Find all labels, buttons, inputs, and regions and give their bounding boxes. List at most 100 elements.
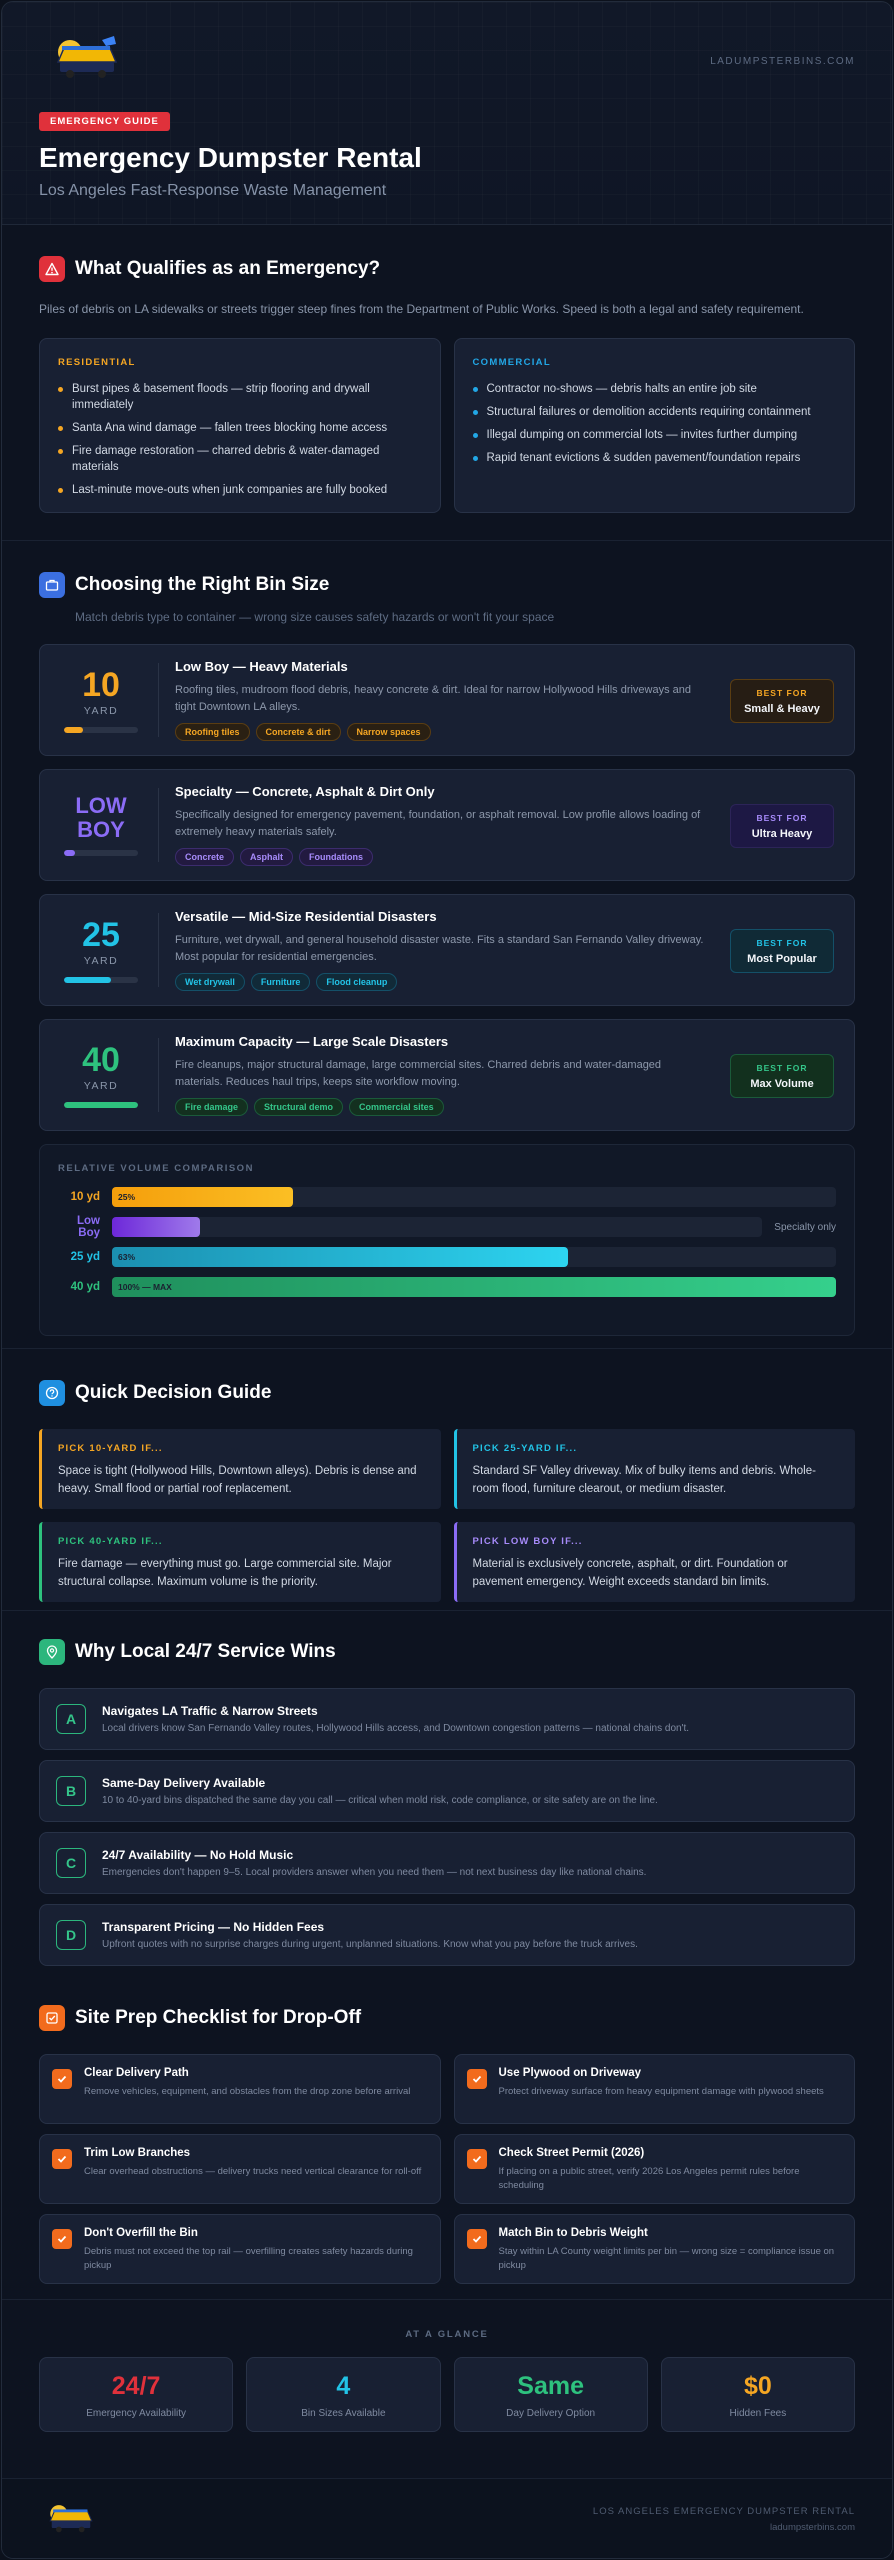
warning-icon [39,256,65,282]
stat-card: 24/7 Emergency Availability [39,2357,234,2432]
decision-label: PICK 25-YARD IF... [472,1443,578,1454]
checklist-item-description: Debris must not exceed the top rail — ov… [84,2246,413,2271]
bin-tag: Furniture [250,973,311,991]
reason-letter: C [56,1848,86,1878]
best-for-badge: BEST FOR Small & Heavy [730,679,834,723]
commercial-label: COMMERCIAL [472,357,551,368]
bin-card-10-yard: 10 YARD Low Boy — Heavy Materials Roofin… [39,644,855,756]
local-service-section: Why Local 24/7 Service Wins A Navigates … [2,1611,892,1982]
bin-tag: Wet drywall [175,973,245,991]
reason-description: Upfront quotes with no surprise charges … [102,1939,638,1950]
stat-label: Day Delivery Option [506,2408,596,2419]
stat-card: $0 Hidden Fees [660,2357,855,2432]
emergency-description: Piles of debris on LA sidewalks or stree… [39,302,804,316]
list-item: Fire damage restoration — charred debris… [58,443,422,475]
checklist-item-description: Clear overhead obstructions — delivery t… [84,2166,422,2177]
bin-size-line2: BOY [77,817,125,842]
decision-text: Space is tight (Hollywood Hills, Downtow… [58,1465,417,1495]
volume-bar-10-yard: 25% [112,1187,293,1207]
decision-card-40-yard: PICK 40-YARD IF... Fire damage — everyth… [39,1522,441,1602]
checkbox-checked-icon[interactable] [466,2069,487,2089]
bin-size-number: 40 [82,1041,120,1079]
bin-level-bar [64,1102,138,1108]
best-for-badge: BEST FOR Ultra Heavy [730,804,834,848]
footer-tagline: LOS ANGELES EMERGENCY DUMPSTER RENTAL [592,2506,855,2517]
reason-title: 24/7 Availability — No Hold Music [102,1848,294,1862]
bin-size-unit: YARD [83,1080,119,1092]
list-item: Burst pipes & basement floods — strip fl… [58,381,422,413]
bin-tag: Concrete & dirt [255,723,341,741]
bin-tag: Roofing tiles [175,723,250,741]
checklist-item-description: Protect driveway surface from heavy equi… [498,2086,824,2097]
stat-value: Same [517,2372,584,2400]
bin-title: Low Boy — Heavy Materials [175,659,348,674]
footer-url[interactable]: ladumpsterbins.com [769,2522,855,2533]
best-for-badge: BEST FOR Max Volume [730,1054,834,1098]
decision-label: PICK LOW BOY IF... [472,1536,583,1547]
bin-size-number: 25 [82,916,120,954]
bin-card-40-yard: 40 YARD Maximum Capacity — Large Scale D… [39,1019,855,1131]
volume-bar-40-yard: 100% — MAX [112,1277,836,1297]
decision-label: PICK 10-YARD IF... [58,1443,163,1454]
best-for-value: Most Popular [747,953,817,965]
reason-description: Local drivers know San Fernando Valley r… [102,1723,690,1734]
checkbox-checked-icon[interactable] [466,2149,487,2169]
stat-label: Hidden Fees [729,2408,787,2419]
decision-text: Material is exclusively concrete, asphal… [472,1558,788,1588]
emergency-guide-badge: EMERGENCY GUIDE [39,112,170,131]
checklist-item: Check Street Permit (2026) If placing on … [453,2134,855,2204]
best-for-value: Max Volume [750,1078,814,1090]
checklist-item-title: Use Plywood on Driveway [498,2067,642,2079]
footer: LOS ANGELES EMERGENCY DUMPSTER RENTAL la… [2,2478,892,2558]
bins-description: Match debris type to container — wrong s… [75,610,555,624]
question-icon [39,1380,65,1406]
stat-label: Bin Sizes Available [301,2408,386,2419]
checklist-item: Clear Delivery Path Remove vehicles, equi… [39,2054,441,2124]
reason-title: Navigates LA Traffic & Narrow Streets [102,1704,318,1718]
decision-text: Standard SF Valley driveway. Mix of bulk… [472,1465,816,1495]
residential-label: RESIDENTIAL [58,357,136,368]
checkbox-checked-icon[interactable] [466,2229,487,2249]
bin-tag: Commercial sites [349,1098,444,1116]
bin-title: Versatile — Mid-Size Residential Disaste… [175,909,437,924]
bin-tag: Foundations [299,848,374,866]
bin-title: Maximum Capacity — Large Scale Disasters [175,1034,449,1049]
decision-guide-section: Quick Decision Guide PICK 10-YARD IF... … [2,1349,892,1611]
bin-level-bar [64,727,138,733]
bin-tag: Narrow spaces [346,723,431,741]
reason-letter: D [56,1920,86,1950]
checklist-item: Use Plywood on Driveway Protect driveway … [453,2054,855,2124]
bin-description: Specifically designed for emergency pave… [175,809,701,838]
logo-image [56,36,118,78]
stat-label: Emergency Availability [86,2408,187,2419]
checklist-item: Don't Overfill the Bin Debris must not ex… [39,2214,441,2284]
checklist-item-title: Trim Low Branches [84,2147,191,2159]
checklist-item-title: Match Bin to Debris Weight [498,2227,648,2239]
checkbox-checked-icon[interactable] [52,2069,72,2089]
reason-letter: B [56,1776,86,1806]
reason-title: Same-Day Delivery Available [102,1776,266,1790]
local-reason-card: B Same-Day Delivery Available 10 to 40-ya… [39,1760,855,1822]
site-url[interactable]: LADUMPSTERBINS.COM [710,56,855,67]
decision-card-10-yard: PICK 10-YARD IF... Space is tight (Holly… [39,1429,441,1509]
bin-card-low-boy: LOW BOY Specialty — Concrete, Asphalt & … [39,769,855,881]
stat-card: 4 Bin Sizes Available [246,2357,441,2432]
bin-description: Furniture, wet drywall, and general hous… [175,934,704,963]
checkbox-checked-icon[interactable] [52,2229,72,2249]
reason-description: 10 to 40-yard bins dispatched the same d… [102,1795,658,1806]
volume-bar-low-boy [112,1217,200,1237]
emergency-title: What Qualifies as an Emergency? [75,258,381,279]
container-icon [39,572,65,598]
checkbox-checked-icon[interactable] [52,2149,72,2169]
checklist-item-title: Clear Delivery Path [84,2067,189,2079]
bin-size-unit: YARD [83,705,119,717]
checklist-item-description: Stay within LA County weight limits per … [498,2246,835,2271]
local-reason-card: D Transparent Pricing — No Hidden Fees Up… [39,1904,855,1966]
bin-description: Fire cleanups, major structural damage, … [175,1059,662,1088]
decision-title: Quick Decision Guide [75,1382,272,1403]
page-title: Emergency Dumpster Rental [39,142,422,173]
best-for-label: BEST FOR [756,938,808,948]
reason-letter: A [56,1704,86,1734]
bin-tag: Structural demo [254,1098,344,1116]
bin-level-bar [64,850,138,856]
